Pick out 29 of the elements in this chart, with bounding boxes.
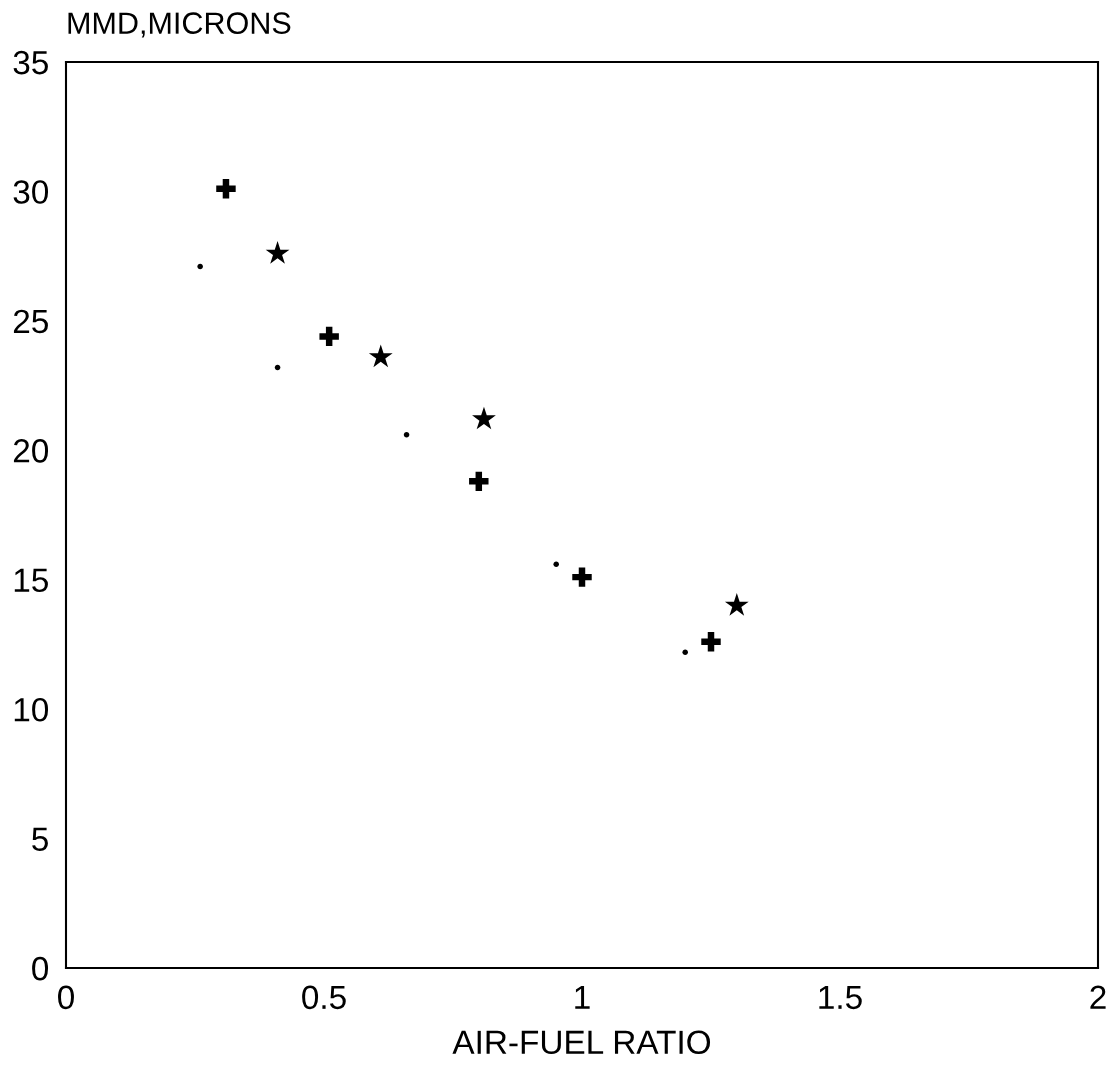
x-tick-label: 1	[575, 985, 590, 1009]
y-axis-title: MMD,MICRONS	[68, 12, 291, 38]
point	[274, 364, 281, 371]
point	[368, 344, 393, 368]
point	[403, 431, 410, 438]
y-tick-label: 10	[14, 697, 49, 722]
point	[319, 326, 339, 347]
point	[682, 649, 688, 655]
point	[469, 471, 489, 492]
point	[701, 632, 721, 652]
point	[572, 567, 592, 587]
y-tick-label: 25	[13, 309, 48, 334]
x-tick-label: 2	[1090, 985, 1106, 1009]
point	[724, 593, 749, 616]
y-tick-label: 5	[32, 827, 48, 851]
point	[216, 179, 236, 199]
x-axis-title: AIR-FUEL RATIO	[452, 1030, 711, 1055]
point	[553, 561, 559, 567]
point	[197, 263, 203, 270]
y-tick-label: 35	[13, 50, 48, 75]
x-tick-label: 0.5	[302, 985, 346, 1010]
y-tick-label: 15	[14, 568, 48, 593]
y-tick-label: 30	[13, 180, 49, 204]
x-tick-label: 1.5	[819, 985, 862, 1010]
y-tick-label: 0	[32, 956, 49, 981]
point	[472, 406, 496, 430]
point	[265, 241, 290, 264]
x-tick-label: 0	[58, 985, 74, 1010]
y-tick-label: 20	[13, 439, 49, 463]
